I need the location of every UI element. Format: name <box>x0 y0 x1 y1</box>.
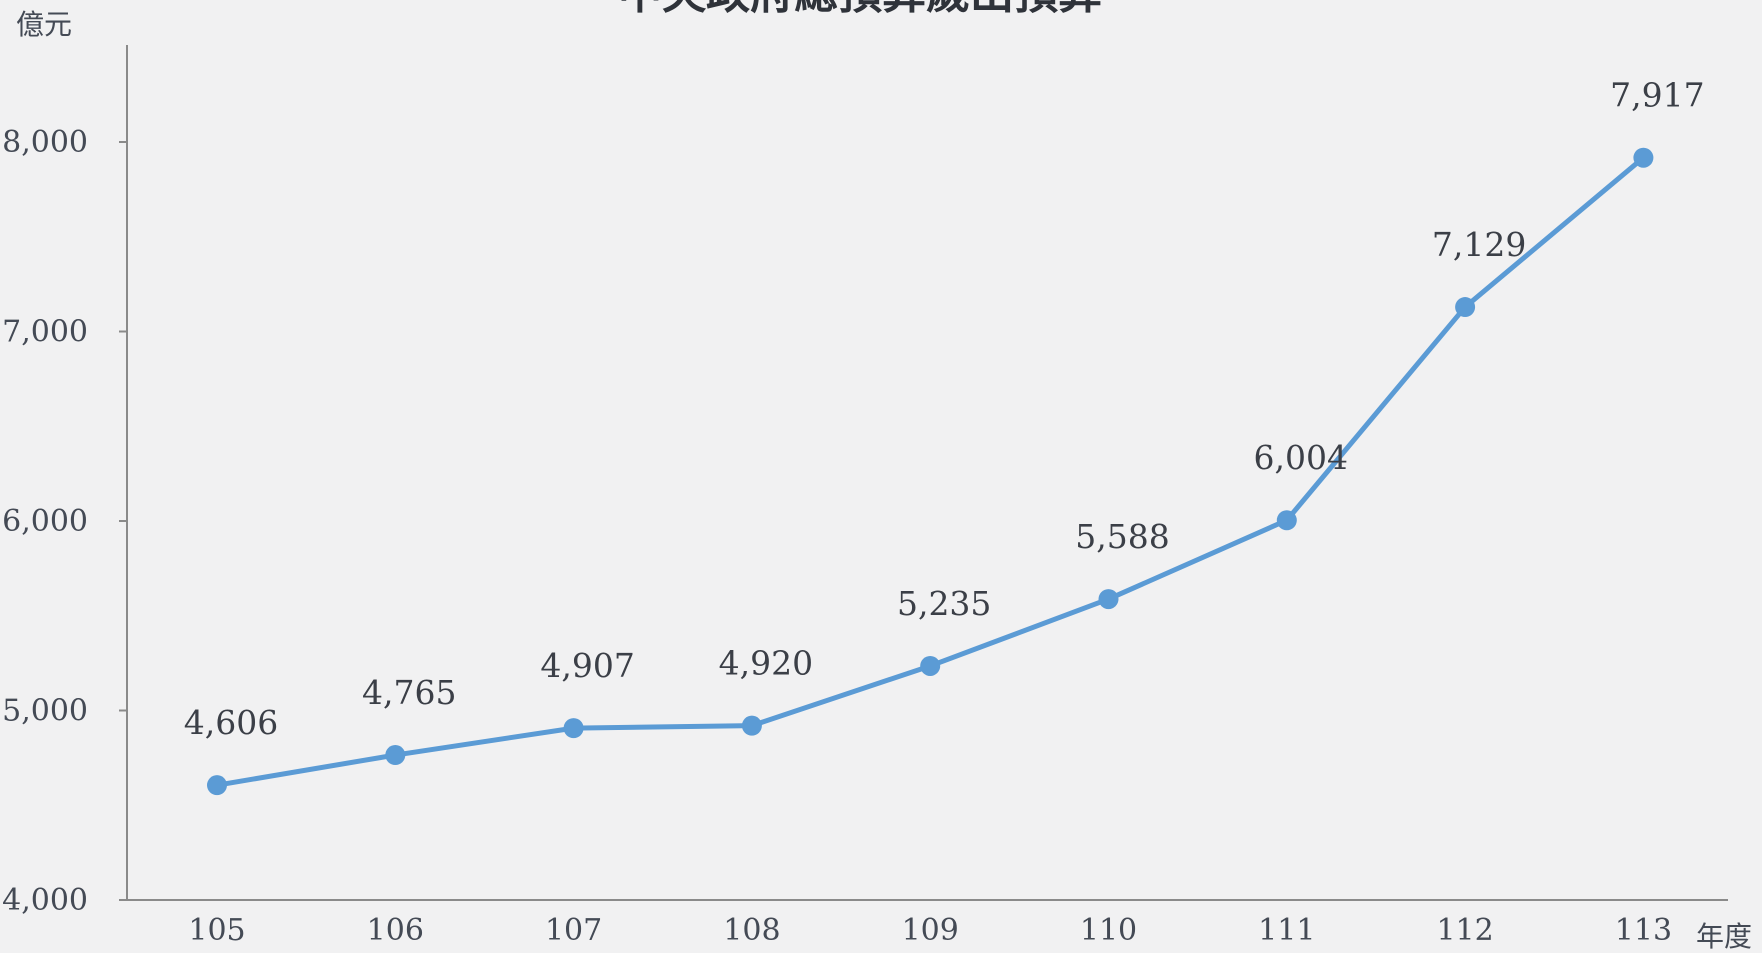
data-label: 7,917 <box>1610 76 1704 115</box>
y-tick-label: 8,000 <box>2 125 88 160</box>
y-tick-label: 6,000 <box>2 504 88 539</box>
data-label: 5,588 <box>1075 517 1169 556</box>
x-axis-unit-label: 年度 <box>1696 920 1752 953</box>
data-labels-layer: 4,606 4,765 4,907 4,920 5,235 5,588 6,004 7,129… <box>184 76 1705 742</box>
x-tick-label: 107 <box>545 913 602 948</box>
data-label: 7,129 <box>1432 225 1526 264</box>
x-tick-label: 113 <box>1615 913 1672 948</box>
data-points-layer <box>207 147 1654 796</box>
x-tick-label: 108 <box>723 913 780 948</box>
data-point <box>563 718 584 739</box>
x-tick-label: 109 <box>902 913 959 948</box>
x-tick-label: 106 <box>367 913 424 948</box>
chart-title: 中央政府總預算歲出預算 <box>618 0 1102 19</box>
x-tick-label: 105 <box>188 913 245 948</box>
data-point <box>1098 589 1119 610</box>
y-tick-label: 5,000 <box>2 694 88 729</box>
data-label: 4,765 <box>362 673 456 712</box>
data-point <box>207 775 227 796</box>
data-label: 4,907 <box>540 646 634 685</box>
x-tick-label: 110 <box>1080 913 1137 948</box>
data-label: 4,606 <box>184 703 278 742</box>
y-axis-unit-label: 億元 <box>16 8 72 41</box>
data-point <box>1633 147 1654 168</box>
y-tick-label: 4,000 <box>2 883 88 918</box>
data-point <box>385 745 406 766</box>
data-point <box>920 655 941 676</box>
x-tick-label: 111 <box>1258 913 1315 948</box>
data-label: 5,235 <box>897 584 991 623</box>
data-label: 4,920 <box>719 644 813 683</box>
y-tick-label: 7,000 <box>2 315 88 350</box>
x-tick-label: 112 <box>1436 913 1493 948</box>
data-point <box>1455 297 1476 318</box>
data-point <box>741 715 762 736</box>
axes: 4,000 5,000 6,000 7,000 8,000 105 106 107 108 109… <box>2 45 1728 948</box>
data-point <box>1276 510 1297 531</box>
data-label: 6,004 <box>1254 438 1348 477</box>
